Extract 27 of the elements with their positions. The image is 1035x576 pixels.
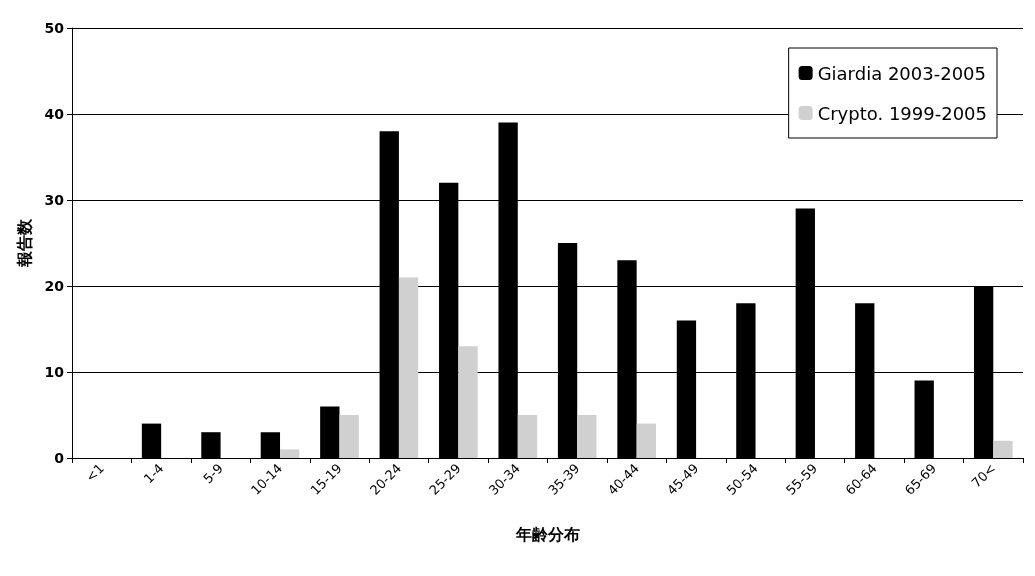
y-tick-label: 50 — [44, 20, 65, 36]
bar — [201, 432, 221, 458]
x-axis-title: 年齢分布 — [514, 524, 580, 544]
bar — [260, 432, 281, 458]
bar — [398, 277, 419, 458]
y-tick-label: 30 — [44, 192, 65, 208]
x-tick-label: 70< — [968, 460, 999, 491]
bar — [914, 380, 934, 458]
y-tick-label: 10 — [44, 364, 65, 380]
x-tick-label: <1 — [82, 460, 108, 485]
bar — [577, 415, 597, 458]
bar — [320, 406, 340, 458]
y-tick-label: 20 — [44, 278, 65, 294]
bar — [339, 415, 359, 458]
bar — [517, 415, 538, 458]
bar — [458, 346, 478, 458]
x-tick-label: 1-4 — [140, 460, 167, 487]
y-axis-title: 報告数 — [14, 218, 34, 268]
bar — [636, 423, 656, 458]
legend-label: Crypto. 1999-2005 — [817, 102, 987, 124]
bar — [993, 440, 1013, 458]
y-tick-label: 0 — [54, 450, 65, 466]
bar — [280, 449, 300, 458]
bar — [141, 423, 162, 458]
x-tick-label: 5-9 — [200, 460, 226, 487]
legend-label: Giardia 2003-2005 — [817, 62, 986, 84]
y-tick-label: 40 — [44, 106, 65, 122]
